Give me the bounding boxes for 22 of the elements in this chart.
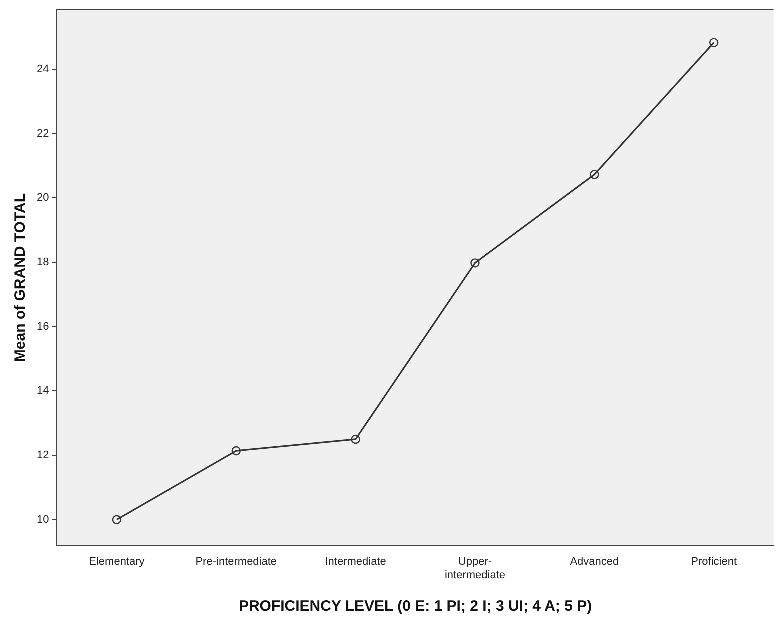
y-axis-title: Mean of GRAND TOTAL	[12, 193, 30, 362]
y-tick-label: 10	[36, 514, 50, 526]
y-tick-label: 20	[36, 192, 50, 204]
x-tick-label: Proficient	[691, 556, 738, 568]
x-axis-title: PROFICIENCY LEVEL (0 E: 1 PI; 2 I; 3 UI; 4 A; 5 P)	[238, 598, 592, 616]
x-tick-label: Upper- intermediate	[444, 556, 506, 582]
y-tick-label: 16	[36, 320, 50, 333]
point	[470, 258, 480, 268]
y-tick-label: 18	[36, 256, 50, 269]
y-tick-label: 22	[36, 128, 50, 140]
x-tick-label: Advanced	[570, 556, 620, 568]
y-tick-label: 24	[36, 64, 50, 76]
x-tick-label: Elementary	[89, 556, 146, 568]
y-tick-label: 14	[36, 385, 50, 398]
x-tick-label: Pre-intermediate	[196, 556, 278, 568]
point	[112, 515, 122, 524]
x-tick-label: Intermediate	[325, 556, 386, 568]
point	[709, 38, 719, 48]
y-tick-label: 12	[36, 450, 50, 462]
point	[351, 434, 360, 444]
point	[590, 170, 600, 180]
point	[232, 446, 241, 456]
